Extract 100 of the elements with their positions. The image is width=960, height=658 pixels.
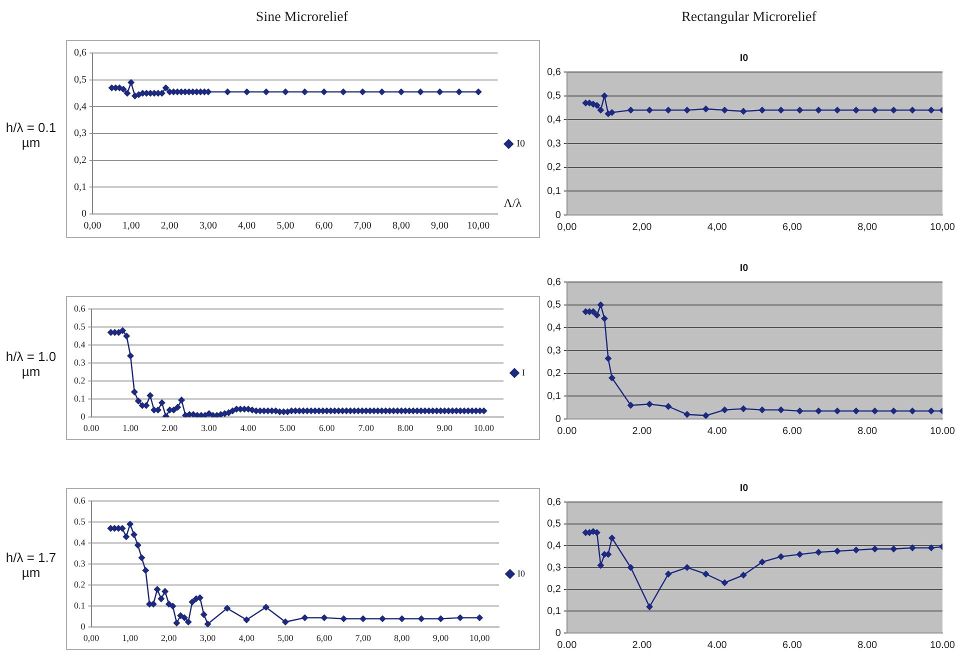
y-tick-label: 0,2 bbox=[74, 154, 86, 166]
point bbox=[456, 88, 462, 96]
point bbox=[138, 554, 145, 562]
point bbox=[282, 618, 289, 626]
y-tick-label: 0.1 bbox=[74, 600, 86, 611]
x-tick-label: 8,00 bbox=[858, 222, 878, 233]
point bbox=[721, 406, 728, 414]
point bbox=[608, 534, 616, 542]
y-tick-label: 0,6 bbox=[546, 276, 562, 288]
point bbox=[204, 620, 211, 628]
x-tick-label: 8.00 bbox=[858, 640, 878, 651]
point bbox=[200, 611, 208, 618]
point bbox=[262, 88, 270, 96]
y-tick-label: 0 bbox=[80, 622, 86, 632]
point bbox=[162, 84, 170, 92]
point bbox=[909, 544, 916, 552]
point bbox=[684, 106, 690, 114]
point bbox=[302, 614, 308, 621]
point bbox=[475, 88, 482, 96]
point bbox=[702, 106, 710, 112]
y-tick-label: 0,2 bbox=[546, 162, 562, 174]
point bbox=[608, 374, 616, 382]
x-tick-label: 10.00 bbox=[474, 422, 494, 433]
legend-label: I0 bbox=[516, 138, 526, 150]
x-tick-label: 6.00 bbox=[782, 426, 802, 437]
y-tick-label: 0,5 bbox=[546, 300, 562, 311]
y-tick-label: 0.5 bbox=[74, 321, 86, 332]
x-tick-label: 6,00 bbox=[316, 632, 333, 643]
y-tick-label: 0.5 bbox=[74, 516, 86, 526]
x-tick-label: 6.00 bbox=[318, 422, 336, 433]
point bbox=[702, 412, 710, 419]
point bbox=[815, 106, 822, 114]
x-tick-label: 9,00 bbox=[431, 220, 449, 232]
point bbox=[594, 312, 600, 318]
point bbox=[224, 605, 230, 612]
point bbox=[796, 551, 804, 558]
legend-label: I0 bbox=[518, 568, 526, 578]
y-tick-label: 0,6 bbox=[546, 496, 562, 508]
x-tick-label: 0,00 bbox=[83, 632, 100, 643]
x-tick-label: 0.00 bbox=[557, 426, 578, 437]
point bbox=[721, 106, 728, 114]
point bbox=[378, 88, 386, 96]
point bbox=[320, 88, 328, 96]
x-tick-label: 2.00 bbox=[162, 422, 178, 433]
y-tick-label: 0,4 bbox=[74, 101, 86, 112]
x-tick-label: 3,00 bbox=[200, 220, 218, 232]
point bbox=[173, 620, 180, 626]
x-tick-label: 4.00 bbox=[707, 426, 728, 437]
point bbox=[224, 88, 231, 96]
point bbox=[646, 400, 653, 408]
chart-subtitle: I0 bbox=[740, 262, 749, 274]
point bbox=[126, 520, 134, 528]
point bbox=[601, 92, 608, 100]
y-axis-title: h/λ = 1.7 µm bbox=[4, 550, 58, 580]
x-tick-label: 6.00 bbox=[782, 640, 802, 651]
y-tick-label: 0.3 bbox=[74, 558, 86, 568]
y-tick-label: 0,3 bbox=[546, 138, 562, 150]
x-tick-label: 8.00 bbox=[858, 426, 878, 437]
point bbox=[778, 553, 784, 560]
y-tick-label: 0.2 bbox=[74, 375, 86, 386]
y-tick-label: 0 bbox=[555, 210, 562, 221]
x-tick-label: 9,00 bbox=[432, 632, 450, 643]
point bbox=[815, 408, 822, 414]
y-tick-label: 0.4 bbox=[74, 537, 86, 548]
point bbox=[597, 106, 604, 114]
point bbox=[188, 598, 196, 606]
x-tick-label: 2,00 bbox=[160, 220, 178, 232]
point bbox=[262, 604, 270, 610]
point bbox=[834, 106, 841, 114]
x-tick-label: 4.00 bbox=[240, 422, 257, 433]
y-tick-label: 0,1 bbox=[546, 186, 562, 197]
point bbox=[604, 355, 612, 362]
point bbox=[684, 411, 690, 418]
x-tick-label: 10.00 bbox=[930, 640, 956, 651]
point bbox=[456, 614, 464, 621]
point bbox=[597, 302, 604, 308]
point bbox=[185, 618, 192, 626]
y-tick-label: 0,5 bbox=[74, 74, 86, 86]
chart-subtitle: I0 bbox=[740, 482, 749, 494]
point bbox=[476, 614, 483, 621]
point bbox=[418, 616, 425, 622]
y-tick-label: 0,1 bbox=[74, 182, 86, 193]
point bbox=[890, 546, 897, 552]
x-tick-label: 8.00 bbox=[397, 422, 414, 433]
point bbox=[778, 406, 784, 414]
point bbox=[177, 612, 184, 619]
point bbox=[872, 106, 878, 114]
point bbox=[928, 544, 934, 552]
y-tick-label: 0 bbox=[555, 628, 562, 639]
point bbox=[379, 616, 386, 622]
point bbox=[166, 600, 172, 608]
point bbox=[205, 88, 212, 96]
point bbox=[684, 564, 690, 571]
x-tick-label: 5.00 bbox=[280, 422, 296, 433]
chart-subtitle: I0 bbox=[740, 52, 749, 64]
x-tick-label: 4.00 bbox=[707, 640, 728, 651]
chart-title: Rectangular Microrelief bbox=[680, 10, 818, 26]
y-tick-label: 0.6 bbox=[74, 495, 86, 506]
point bbox=[119, 525, 126, 532]
x-tick-label: 1,00 bbox=[122, 632, 138, 643]
